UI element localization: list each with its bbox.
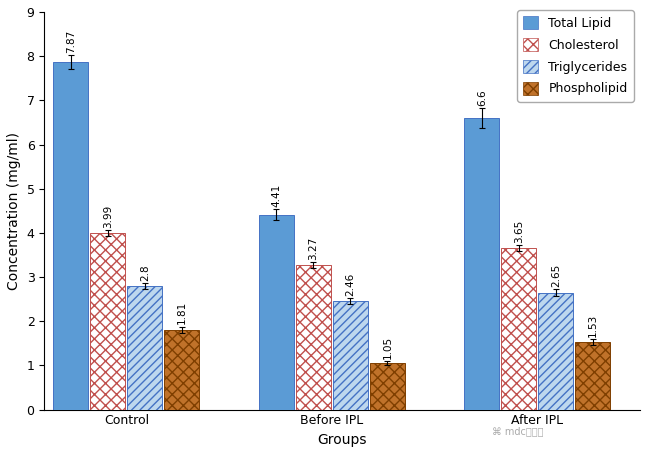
Text: 3.99: 3.99	[103, 205, 113, 228]
Bar	[54, 62, 89, 410]
Text: 7.87: 7.87	[66, 30, 76, 53]
Legend: Total Lipid, Cholesterol, Triglycerides, Phospholipid: Total Lipid, Cholesterol, Triglycerides,…	[517, 10, 634, 102]
Text: 4.41: 4.41	[271, 184, 281, 207]
Text: 1.81: 1.81	[177, 301, 187, 324]
Text: 2.8: 2.8	[140, 264, 150, 281]
X-axis label: Groups: Groups	[318, 433, 367, 447]
Bar	[538, 292, 573, 410]
Bar	[259, 215, 294, 410]
Text: 3.27: 3.27	[309, 237, 318, 260]
Y-axis label: Concentration (mg/ml): Concentration (mg/ml)	[7, 132, 21, 290]
Bar	[127, 286, 162, 410]
Bar	[575, 342, 610, 410]
Text: 1.05: 1.05	[382, 336, 392, 359]
Bar	[333, 301, 368, 410]
Bar	[465, 118, 499, 410]
Text: 3.65: 3.65	[514, 220, 524, 243]
Text: ⌘ mdc美迪信: ⌘ mdc美迪信	[492, 426, 543, 436]
Bar	[501, 248, 536, 410]
Text: 1.53: 1.53	[588, 313, 598, 337]
Bar	[164, 330, 199, 410]
Text: 6.6: 6.6	[477, 89, 487, 106]
Bar	[296, 265, 331, 410]
Bar	[91, 233, 126, 410]
Text: 2.65: 2.65	[551, 264, 561, 287]
Bar	[370, 363, 405, 410]
Text: 2.46: 2.46	[345, 272, 355, 296]
